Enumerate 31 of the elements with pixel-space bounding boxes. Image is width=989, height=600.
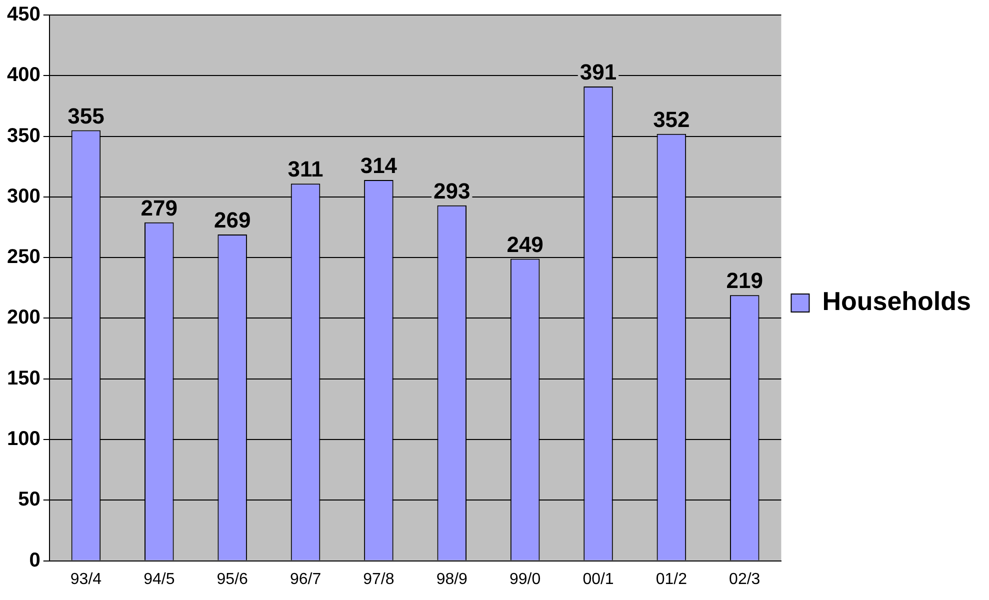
y-tick-label: 0: [29, 549, 40, 572]
legend-label: Households: [822, 286, 972, 316]
data-label: 391: [580, 60, 617, 85]
y-tick-label: 300: [6, 185, 40, 208]
x-tick-label: 98/9: [436, 570, 468, 588]
y-tick-label: 100: [6, 428, 40, 450]
y-tick-label: 250: [6, 246, 40, 268]
y-tick-label: 150: [6, 367, 40, 390]
data-label: 352: [653, 106, 690, 132]
x-tick-label: 00/1: [582, 570, 614, 588]
data-label: 293: [434, 178, 470, 204]
x-tick-label: 93/4: [70, 570, 102, 588]
x-tick-label: 99/0: [509, 570, 541, 588]
x-tick-label: 94/5: [144, 570, 175, 588]
data-label: 279: [140, 195, 178, 220]
y-tick-label: 50: [18, 488, 40, 511]
y-tick-label: 350: [6, 124, 40, 147]
data-label: 311: [288, 156, 324, 182]
data-label: 219: [726, 268, 763, 294]
x-tick-label: 02/3: [729, 570, 760, 588]
y-tick-label: 450: [6, 4, 40, 26]
data-label: 355: [68, 103, 104, 128]
x-tick-label: 96/7: [290, 570, 322, 588]
x-tick-label: 01/2: [656, 570, 688, 588]
data-label: 314: [360, 153, 398, 178]
x-tick-label: 97/8: [363, 570, 394, 588]
data-label: 249: [506, 232, 544, 257]
data-label: 269: [214, 208, 251, 233]
y-tick-label: 400: [6, 64, 40, 86]
x-tick-label: 95/6: [216, 570, 248, 588]
y-tick-label: 200: [6, 306, 40, 329]
